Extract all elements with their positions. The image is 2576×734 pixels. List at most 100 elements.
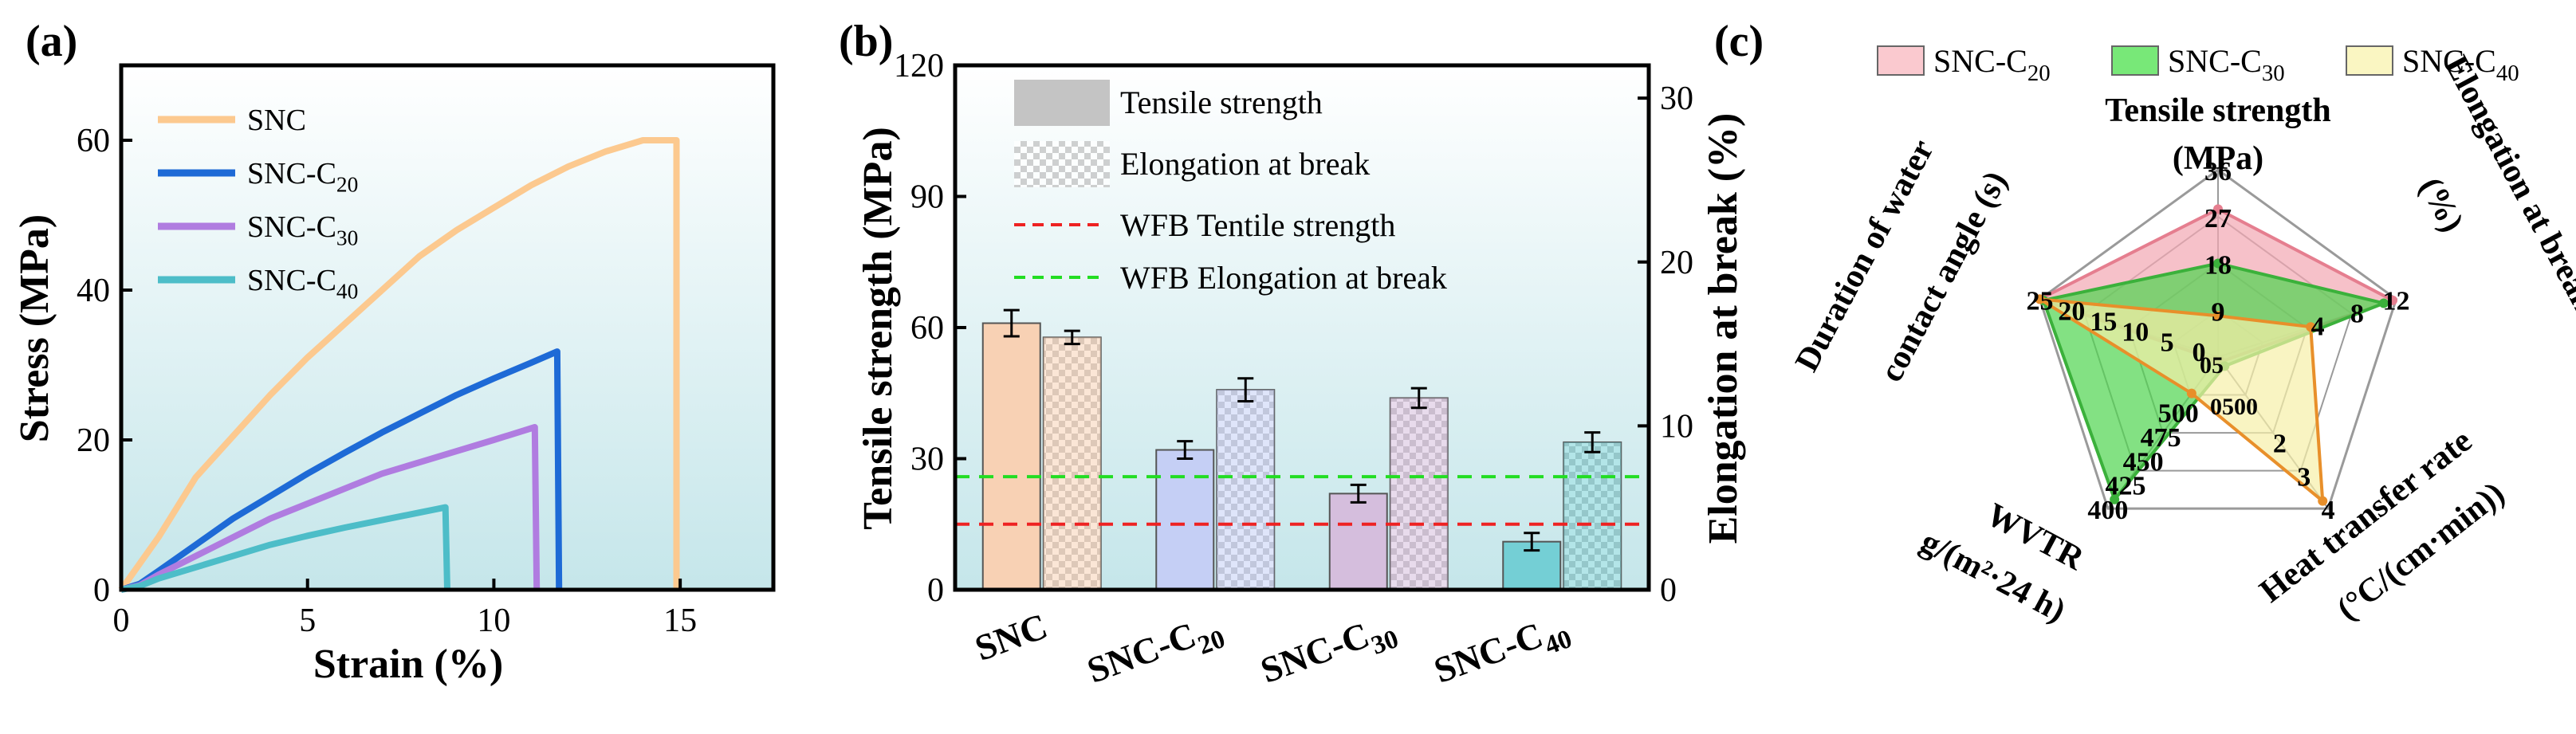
radar-tick-4-3: 10 (2122, 317, 2149, 347)
bar-elongation-0 (1043, 337, 1101, 590)
radar-point-SNC-C20-0 (2213, 204, 2223, 214)
radar-point-SNC-C40-4 (2035, 294, 2045, 304)
panel-b-bars (955, 308, 1649, 591)
left-tick-label-30: 30 (910, 442, 944, 478)
radar-tick-2-2: 4 (2322, 496, 2335, 525)
left-tick-label-120: 120 (894, 48, 944, 84)
panel-a-background (121, 65, 773, 590)
legend-label-tensile: Tensile strength (1120, 84, 1323, 120)
legend-label-ref-0: WFB Tentile strength (1120, 207, 1395, 243)
right-tick-label-20: 20 (1660, 245, 1693, 281)
curve-SNC (118, 137, 680, 592)
radar-tick-4-4: 5 (2161, 328, 2174, 357)
panel-a-y-axis-label: Stress (MPa) (12, 214, 57, 442)
radar-tick-0-3: 36 (2204, 157, 2232, 186)
panel-a-ticks: 0 5 10 15 0 20 40 60 (77, 123, 697, 639)
panel-b-letter: (b) (839, 17, 893, 66)
bar-elongation-2 (1390, 398, 1448, 590)
radar-point-SNC-C40-2 (2318, 496, 2328, 506)
bar-elongation-3 (1563, 442, 1622, 590)
radar-point-SNC-C40-0 (2213, 311, 2223, 321)
radar-axis-title-2-line-1: (°C/(cm·min)) (2330, 475, 2511, 628)
y-tick-label-20: 20 (77, 422, 110, 459)
radar-tick-3-0: 400 (2087, 496, 2128, 525)
right-tick-label-10: 10 (1660, 408, 1693, 445)
category-label-0: SNC (969, 605, 1052, 668)
radar-point-SNC-C30-0 (2213, 258, 2223, 269)
left-tick-label-0: 0 (927, 572, 944, 609)
legend-label-SNC-C40: SNC-C40 (247, 264, 358, 304)
panel-b-y-axis-label: Tensile strength (MPa) (855, 127, 901, 530)
bar-tensile-0 (981, 322, 1041, 591)
radar-legend-swatch-2 (2346, 45, 2393, 76)
legend-label-SNC: SNC (247, 104, 306, 137)
radar-legend-label-1: SNC-C30 (2168, 43, 2285, 86)
radar-legend-label-2: SNC-C40 (2402, 43, 2519, 86)
y-tick-label-0: 0 (93, 572, 110, 609)
y-tick-label-60: 60 (77, 123, 110, 159)
radar-center-label-1: 0500 (2210, 394, 2258, 420)
category-label-2: SNC-C30 (1256, 605, 1402, 699)
panel-a-x-axis-label: Strain (%) (313, 642, 503, 687)
panel-a-curves (118, 137, 680, 593)
panel-c-letter: (c) (1714, 17, 1764, 66)
bar-tensile-1 (1155, 449, 1215, 591)
radar-tick-3-1: 425 (2105, 472, 2145, 501)
bar-elongation-1 (1217, 390, 1275, 590)
radar-legend-swatch-0 (1877, 45, 1925, 76)
legend-label-SNC-C30: SNC-C30 (247, 210, 358, 250)
radar-point-SNC-C20-1 (2388, 295, 2398, 305)
right-tick-label-30: 30 (1660, 80, 1693, 117)
radar-axis-title-0-line-0: Tensile strength (2105, 92, 2331, 129)
legend-label-ref-1: WFB Elongation at break (1120, 260, 1447, 296)
radar-point-SNC-C40-3 (2186, 388, 2196, 398)
curve-SNC-C20 (120, 348, 563, 593)
radar-tick-4-2: 15 (2090, 307, 2117, 336)
panel-b-y2-axis-label: Elongation at break (%) (1701, 113, 1746, 544)
radar-point-SNC-C40-1 (2306, 322, 2316, 332)
radar-grid-ring-3 (2038, 168, 2398, 510)
radar-axis-title-0-line-1: (MPa) (2173, 140, 2263, 177)
panel-a-letter: (a) (26, 17, 77, 66)
legend-swatch-elongation (1014, 141, 1110, 187)
radar-tick-1-1: 8 (2350, 299, 2364, 328)
radar-tick-2-1: 3 (2297, 462, 2311, 492)
left-tick-label-60: 60 (910, 310, 944, 347)
radar-point-SNC-C30-3 (2110, 494, 2120, 504)
radar-tick-3-2: 450 (2123, 447, 2164, 477)
curve-SNC-C30 (120, 424, 541, 593)
radar-tick-0-2: 27 (2204, 204, 2232, 234)
y-tick-label-40: 40 (77, 273, 110, 309)
category-label-1: SNC-C20 (1082, 605, 1229, 699)
radar-tick-1-0: 4 (2311, 312, 2325, 341)
bar-tensile-2 (1328, 493, 1388, 591)
radar-tick-3-3: 475 (2141, 423, 2181, 453)
legend-label-SNC-C20: SNC-C20 (247, 157, 358, 197)
radar-point-SNC-C30-1 (2378, 298, 2389, 308)
radar-axis-title-1-line-1: (%) (2412, 171, 2470, 237)
legend-label-elongation: Elongation at break (1120, 146, 1370, 182)
radar-legend-swatch-1 (2111, 45, 2159, 76)
radar-tick-0-0: 9 (2212, 297, 2225, 327)
category-label-3: SNC-C40 (1429, 605, 1575, 699)
left-tick-label-90: 90 (910, 179, 944, 216)
radar-center-label-0: 05 (2200, 352, 2224, 379)
curve-SNC-C40 (120, 504, 450, 593)
x-tick-label-15: 15 (663, 603, 697, 639)
radar-legend-label-0: SNC-C20 (1933, 43, 2051, 86)
radar-tick-3-4: 500 (2158, 398, 2199, 428)
radar-series-SNC-C40 (2039, 297, 2325, 505)
right-tick-label-0: 0 (1660, 572, 1677, 609)
radar-tick-2-0: 2 (2273, 429, 2287, 458)
x-tick-label-5: 5 (299, 603, 316, 639)
panel-b-bar-chart: SNC SNC-C20 SNC-C30 SNC-C40 0 30 60 90 120 0 10 20 3… (855, 48, 1746, 699)
x-tick-label-0: 0 (113, 603, 130, 639)
panel-b-legend: Tensile strength Elongation at break WFB T… (1014, 80, 1447, 296)
radar-tick-4-5: 0 (2193, 338, 2206, 367)
legend-swatch-tensile (1014, 80, 1110, 126)
panel-a-legend: SNC SNC-C20 SNC-C30 SNC-C40 (158, 104, 358, 304)
radar-tick-1-2: 12 (2382, 286, 2409, 316)
panel-a-stress-strain: 0 5 10 15 0 20 40 60 SNC SNC-C20 SNC-C30 SNC-C40 S… (12, 63, 776, 687)
